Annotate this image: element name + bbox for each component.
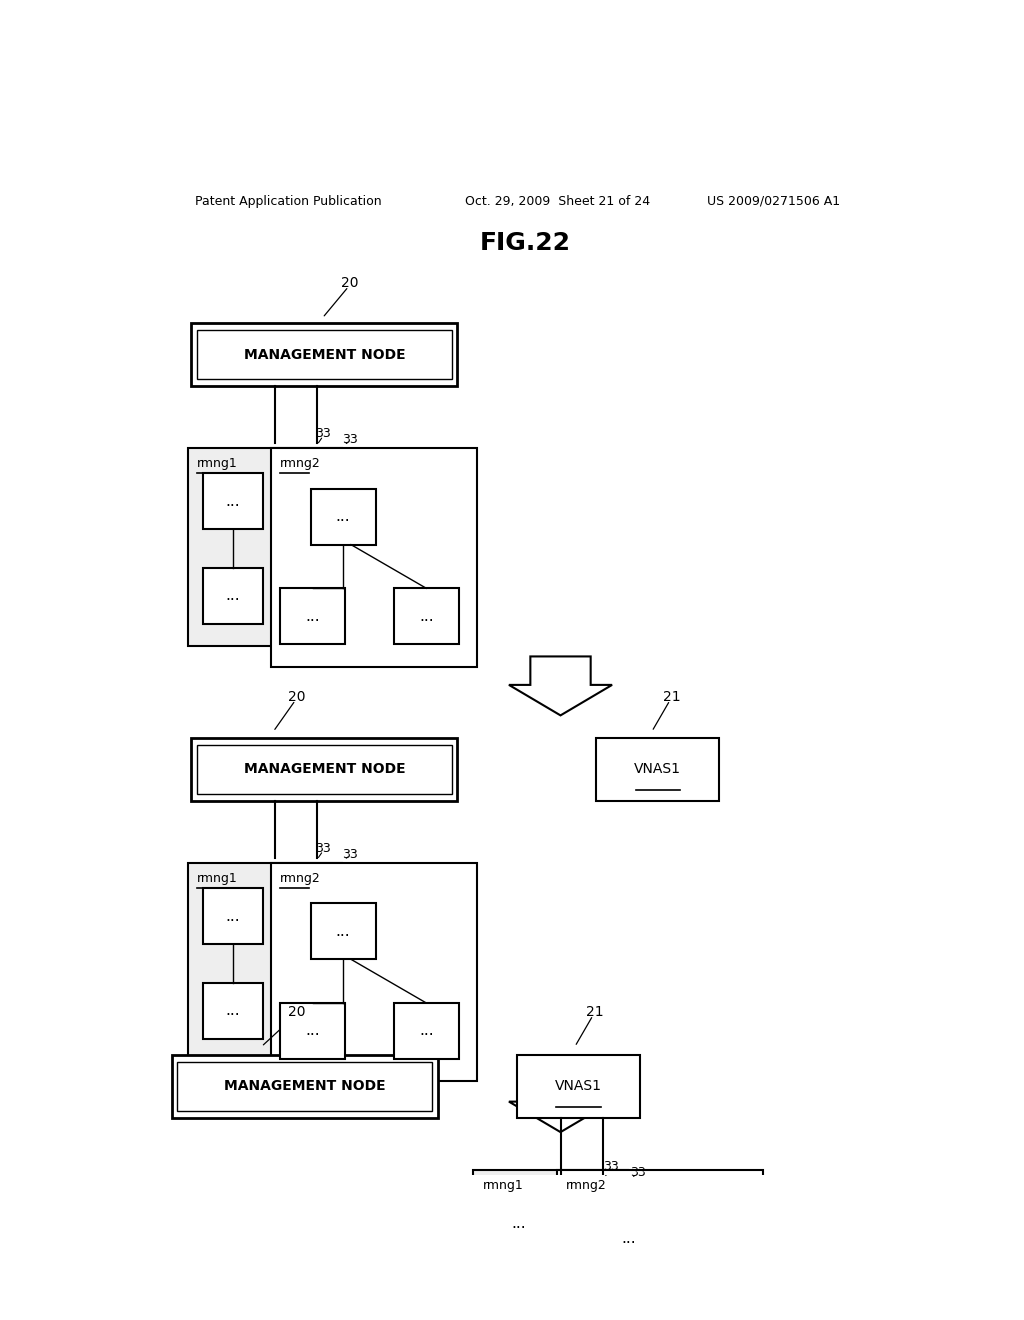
Bar — [204, 474, 263, 529]
Text: 33: 33 — [315, 428, 331, 441]
Text: ...: ... — [512, 1311, 526, 1320]
Bar — [270, 863, 477, 1081]
Bar — [566, 1309, 631, 1320]
Text: 21: 21 — [663, 690, 680, 704]
Bar — [204, 568, 263, 624]
Polygon shape — [509, 656, 612, 715]
Bar — [177, 1063, 432, 1110]
Bar — [191, 738, 458, 801]
Text: ...: ... — [305, 1023, 321, 1039]
Text: VNAS1: VNAS1 — [634, 762, 681, 776]
Text: 33: 33 — [342, 849, 358, 861]
Text: FIG.22: FIG.22 — [479, 231, 570, 255]
Bar — [557, 1170, 763, 1320]
Bar — [197, 330, 452, 379]
Bar — [394, 589, 459, 644]
Text: rmng2: rmng2 — [566, 1179, 607, 1192]
Text: 20: 20 — [289, 690, 306, 704]
Bar — [680, 1309, 744, 1320]
Text: 33: 33 — [630, 1167, 645, 1179]
Text: rmng1: rmng1 — [197, 458, 238, 470]
Text: 33: 33 — [603, 1160, 618, 1173]
Text: MANAGEMENT NODE: MANAGEMENT NODE — [224, 1080, 385, 1093]
Bar — [187, 447, 342, 647]
Text: rmng1: rmng1 — [197, 873, 238, 886]
Text: rmng1: rmng1 — [482, 1179, 523, 1192]
Text: 20: 20 — [341, 276, 359, 290]
Text: US 2009/0271506 A1: US 2009/0271506 A1 — [708, 194, 841, 207]
Bar — [596, 1210, 662, 1266]
Bar — [394, 1003, 459, 1059]
Bar — [187, 863, 342, 1061]
Bar — [270, 447, 477, 667]
Bar — [310, 903, 376, 960]
Text: rmng2: rmng2 — [281, 873, 322, 886]
Text: ...: ... — [419, 1023, 434, 1039]
Bar — [281, 589, 345, 644]
Text: 33: 33 — [315, 842, 331, 855]
Bar — [473, 1170, 628, 1320]
Text: 20: 20 — [289, 1005, 306, 1019]
Text: ...: ... — [512, 1216, 526, 1230]
Polygon shape — [509, 1073, 612, 1133]
Text: 21: 21 — [586, 1005, 603, 1019]
Bar — [489, 1195, 549, 1251]
Text: ...: ... — [226, 589, 241, 603]
Text: rmng2: rmng2 — [281, 458, 322, 470]
Text: ...: ... — [305, 609, 321, 624]
Bar — [281, 1003, 345, 1059]
Bar — [191, 323, 458, 385]
Bar — [204, 888, 263, 944]
Text: 33: 33 — [342, 433, 358, 446]
Text: ...: ... — [336, 510, 350, 524]
Bar — [310, 488, 376, 545]
Bar — [517, 1055, 640, 1118]
Text: Oct. 29, 2009  Sheet 21 of 24: Oct. 29, 2009 Sheet 21 of 24 — [465, 194, 650, 207]
Text: MANAGEMENT NODE: MANAGEMENT NODE — [244, 762, 406, 776]
Text: ...: ... — [226, 908, 241, 924]
Text: ...: ... — [419, 609, 434, 624]
Bar — [197, 744, 452, 793]
Text: ...: ... — [226, 494, 241, 510]
Bar — [489, 1290, 549, 1320]
Bar — [172, 1055, 437, 1118]
Text: VNAS1: VNAS1 — [555, 1080, 602, 1093]
Bar — [596, 738, 719, 801]
Text: ...: ... — [226, 1003, 241, 1018]
Text: ...: ... — [336, 924, 350, 939]
Text: MANAGEMENT NODE: MANAGEMENT NODE — [244, 347, 406, 362]
Bar — [204, 982, 263, 1039]
Text: ...: ... — [622, 1230, 636, 1246]
Text: Patent Application Publication: Patent Application Publication — [196, 194, 382, 207]
